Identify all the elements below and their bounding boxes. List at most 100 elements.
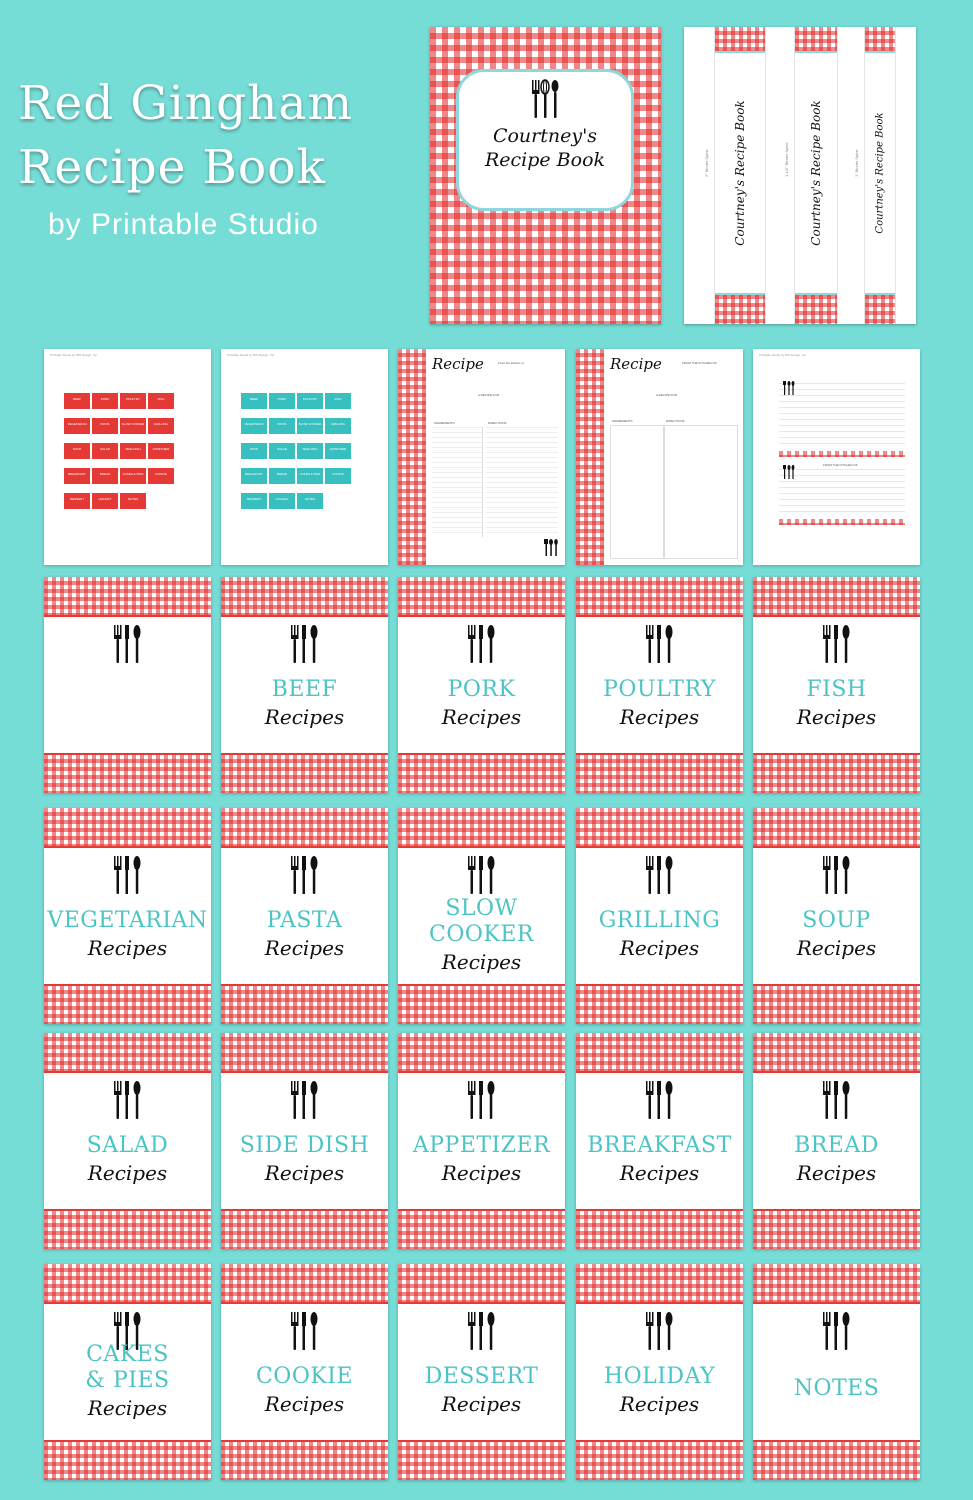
spine-size-label: 1-1/2" Binder Spine — [784, 142, 789, 177]
gingham-band-top — [753, 1033, 920, 1071]
divider-page: BREAD Recipes — [753, 1033, 920, 1249]
divider-category: VEGETARIAN — [47, 908, 208, 933]
red-rule — [398, 615, 565, 617]
red-rule — [221, 1302, 388, 1304]
divider-subtitle: Recipes — [796, 936, 877, 960]
recipe-page-1: Recipe From the kitchen of A RECIPE FOR … — [398, 349, 565, 565]
divider-category: GRILLING — [598, 908, 721, 933]
red-rule — [221, 1440, 388, 1442]
title-line-2: Recipe Book — [18, 140, 327, 195]
card-lines — [779, 467, 905, 517]
spine-label: Courtney's Recipe Book — [733, 100, 747, 246]
page-header: Printable Studio by 505 Design, Inc — [50, 353, 97, 357]
divider-page: CAKES & PIES Recipes — [44, 1264, 211, 1480]
divider-subtitle: Recipes — [264, 1392, 345, 1416]
utensils-icon — [823, 856, 851, 900]
divider-category: DESSERT — [424, 1364, 539, 1389]
gingham-band-top — [576, 1033, 743, 1071]
red-rule — [576, 1209, 743, 1211]
utensils-icon — [468, 625, 496, 669]
gingham-band-top — [576, 808, 743, 846]
utensils-icon — [114, 856, 142, 900]
divider-subtitle: Recipes — [441, 705, 522, 729]
divider-category: HOLIDAY — [603, 1364, 716, 1389]
divider-category: PORK — [447, 677, 516, 702]
gingham-band-top — [753, 1264, 920, 1302]
gingham-band-top — [398, 577, 565, 615]
tab-label: FISH — [148, 393, 174, 409]
red-rule — [576, 1302, 743, 1304]
utensils-icon — [823, 1081, 851, 1125]
gingham-band-bottom — [576, 755, 743, 793]
gingham-band-top — [576, 577, 743, 615]
divider-subtitle: Recipes — [619, 1161, 700, 1185]
red-rule — [753, 846, 920, 848]
red-rule — [576, 846, 743, 848]
red-tabs-page: Printable Studio by 505 Design, Inc BEEF… — [44, 349, 211, 565]
spine-1in: Courtney's Recipe Book — [864, 27, 896, 324]
gingham-band-bottom — [576, 986, 743, 1024]
recipe-title: Recipe — [432, 355, 484, 373]
divider-page: GRILLING Recipes — [576, 808, 743, 1024]
red-rule — [44, 753, 211, 755]
divider-page: SOUP Recipes — [753, 808, 920, 1024]
cover-label: Courtney's Recipe Book — [456, 69, 634, 211]
recipe-for: A RECIPE FOR — [478, 393, 500, 397]
gingham-band-bottom — [398, 755, 565, 793]
red-rule — [398, 1071, 565, 1073]
spine-label: Courtney's Recipe Book — [874, 112, 886, 234]
tab-label: DESSERT — [241, 493, 267, 509]
red-rule — [221, 1209, 388, 1211]
gingham-band-bottom — [753, 755, 920, 793]
gingham-band-bottom — [753, 986, 920, 1024]
card-gingham-band — [779, 519, 905, 525]
divider-category: NOTES — [793, 1376, 880, 1401]
tab-label: BREAD — [92, 468, 118, 484]
tab-label: CAKES & PIES — [120, 468, 146, 484]
spine-size-label: 1" Binder Spine — [854, 149, 859, 177]
red-rule — [576, 753, 743, 755]
tab-label: PORK — [92, 393, 118, 409]
red-rule — [398, 1440, 565, 1442]
gingham-band-top — [398, 1033, 565, 1071]
divider-subtitle: Recipes — [87, 1396, 168, 1420]
gingham-band-bottom — [44, 755, 211, 793]
binder-spines-page: Courtney's Recipe Book 2" Binder Spine C… — [684, 27, 916, 324]
divider-page: SIDE DISH Recipes — [221, 1033, 388, 1249]
utensils-icon — [823, 1312, 851, 1356]
divider-page: APPETIZER Recipes — [398, 1033, 565, 1249]
gingham-band-bottom — [221, 755, 388, 793]
divider-page: NOTES — [753, 1264, 920, 1480]
tab-label: GRILLING — [148, 418, 174, 434]
tab-label: APPETIZER — [148, 443, 174, 459]
utensils-icon — [468, 856, 496, 900]
tab-label: SALAD — [269, 443, 295, 459]
utensils-icon — [468, 1312, 496, 1356]
utensils-icon — [646, 1312, 674, 1356]
red-rule — [44, 1071, 211, 1073]
utensils-icon — [646, 1081, 674, 1125]
recipe-gingham-strip — [576, 349, 604, 565]
divider-category: COOKIE — [255, 1364, 354, 1389]
directions-box — [664, 425, 738, 559]
tab-label: COOKIE — [148, 468, 174, 484]
divider-page: VEGETARIAN Recipes — [44, 808, 211, 1024]
tab-label: NOTES — [120, 493, 146, 509]
tab-label: SIDE DISH — [297, 443, 323, 459]
red-rule — [398, 984, 565, 986]
gingham-band-bottom — [44, 1442, 211, 1480]
utensils-icon — [291, 1312, 319, 1356]
red-rule — [576, 984, 743, 986]
divider-category: BREAD — [794, 1133, 879, 1158]
red-rule — [221, 1071, 388, 1073]
divider-category: PASTA — [266, 908, 343, 933]
utensils-icon — [114, 1081, 142, 1125]
gingham-band-bottom — [44, 1211, 211, 1249]
tab-label: SOUP — [64, 443, 90, 459]
red-rule — [44, 615, 211, 617]
divider-category: SOUP — [802, 908, 871, 933]
utensils-icon — [823, 625, 851, 669]
utensils-icon — [543, 539, 559, 562]
tab-label: BEEF — [241, 393, 267, 409]
red-rule — [221, 615, 388, 617]
